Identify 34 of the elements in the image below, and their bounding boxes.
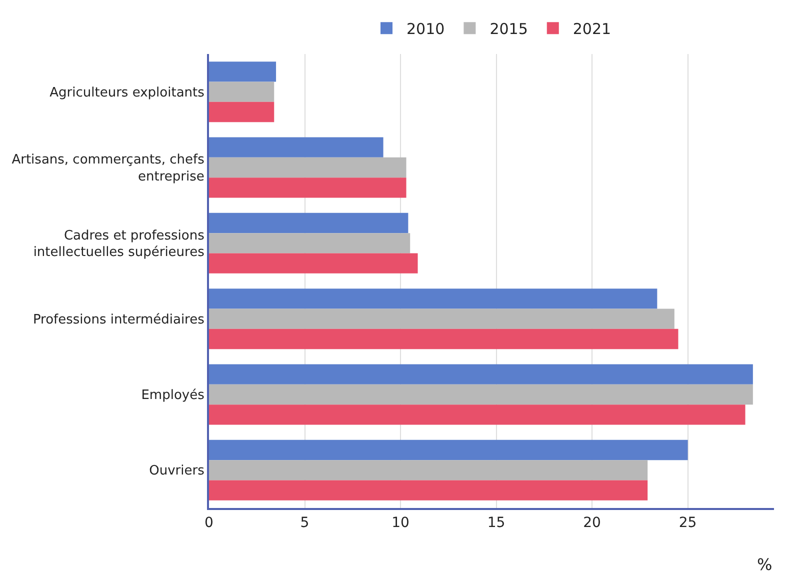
bar — [209, 384, 753, 405]
bar — [209, 308, 674, 329]
x-axis-title: % — [757, 555, 772, 574]
bar — [209, 233, 410, 254]
y-tick-label: Agriculteurs exploitants — [50, 85, 205, 100]
bar — [209, 102, 274, 122]
bar — [209, 212, 408, 234]
y-tick-label: Professions intermédiaires — [32, 312, 205, 328]
bar — [209, 62, 276, 82]
legend-label: 2021 — [572, 20, 612, 38]
x-tick-label: 20 — [583, 514, 601, 531]
bar — [209, 178, 406, 198]
x-tick-label: 15 — [487, 514, 506, 531]
bar — [209, 157, 406, 178]
x-tick-label: 25 — [678, 514, 697, 531]
y-tick-label: Artisans, commerçants, chefs entreprise — [12, 152, 205, 184]
bar — [209, 288, 658, 309]
x-tick-label: 10 — [392, 514, 410, 531]
bar — [209, 440, 688, 460]
x-tick-label: 5 — [300, 514, 310, 531]
bar — [209, 404, 746, 425]
legend-label: 2010 — [406, 20, 445, 38]
y-tick-label: Cadres et professions intellectuelles supérieures — [33, 228, 205, 260]
bar — [209, 480, 648, 500]
bar — [209, 253, 418, 274]
bar — [209, 460, 648, 480]
bar — [209, 364, 753, 384]
y-tick-label: Ouvriers — [149, 464, 205, 479]
bar — [209, 328, 678, 350]
legend-label: 2015 — [490, 20, 528, 38]
bar — [209, 82, 274, 102]
x-tick-label: 0 — [204, 514, 214, 531]
y-tick-label: Employés — [141, 388, 205, 404]
bar — [209, 137, 384, 158]
